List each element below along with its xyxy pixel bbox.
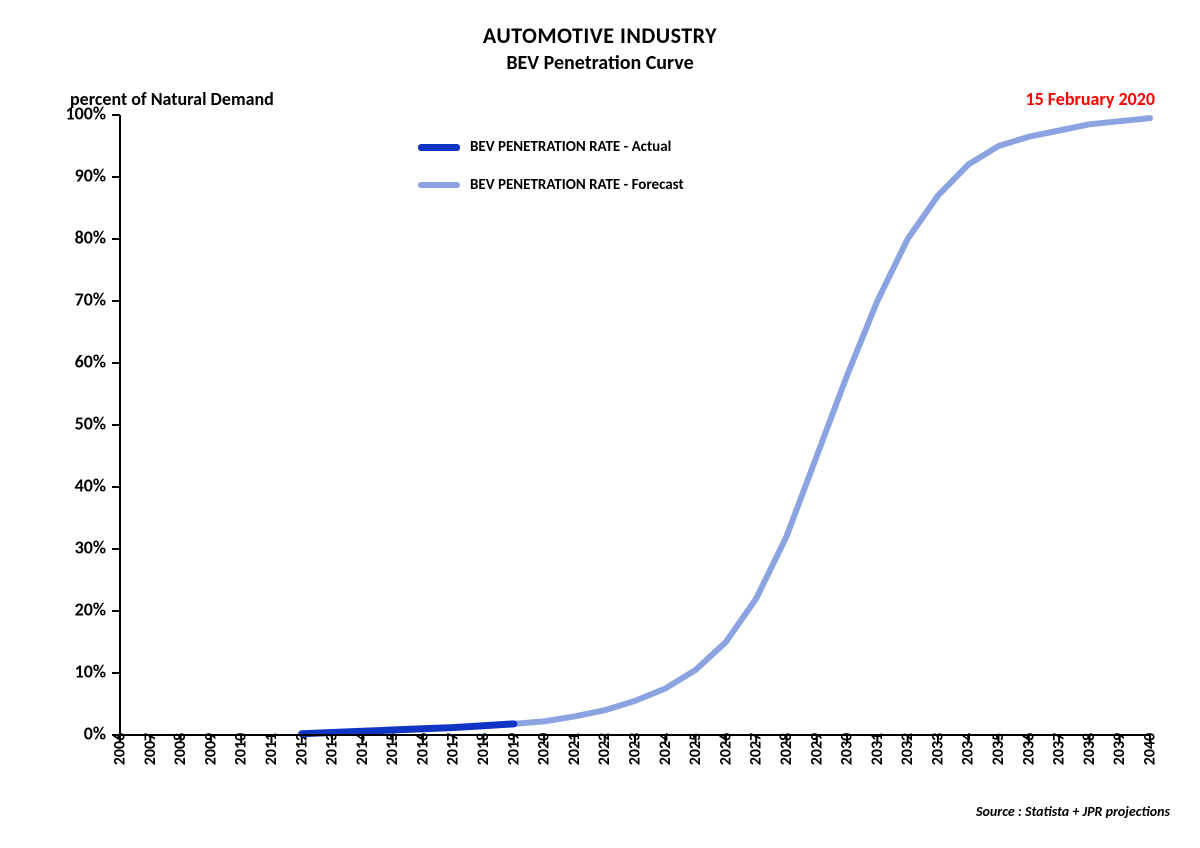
svg-text:2025: 2025 bbox=[686, 733, 705, 765]
svg-text:100%: 100% bbox=[66, 105, 107, 124]
svg-text:2013: 2013 bbox=[323, 733, 342, 765]
legend-swatch-actual bbox=[418, 144, 460, 151]
svg-text:2010: 2010 bbox=[232, 733, 251, 765]
svg-text:2037: 2037 bbox=[1050, 733, 1069, 765]
chart-title-sub: BEV Penetration Curve bbox=[0, 51, 1200, 75]
svg-text:2015: 2015 bbox=[383, 733, 402, 765]
svg-text:2036: 2036 bbox=[1019, 733, 1038, 765]
svg-text:2029: 2029 bbox=[807, 733, 826, 765]
svg-text:2020: 2020 bbox=[535, 733, 554, 765]
legend-item-actual: BEV PENETRATION RATE - Actual bbox=[418, 138, 684, 156]
svg-text:2012: 2012 bbox=[292, 733, 311, 765]
svg-text:2011: 2011 bbox=[262, 733, 281, 765]
svg-text:2019: 2019 bbox=[504, 733, 523, 765]
page-root: AUTOMOTIVE INDUSTRY BEV Penetration Curv… bbox=[0, 0, 1200, 848]
svg-text:80%: 80% bbox=[75, 226, 106, 248]
svg-text:2026: 2026 bbox=[716, 733, 735, 765]
svg-text:2039: 2039 bbox=[1110, 733, 1129, 765]
svg-text:2018: 2018 bbox=[474, 733, 493, 765]
svg-text:2017: 2017 bbox=[444, 733, 463, 765]
svg-text:2022: 2022 bbox=[595, 733, 614, 765]
legend-label-forecast: BEV PENETRATION RATE - Forecast bbox=[470, 176, 684, 194]
legend-item-forecast: BEV PENETRATION RATE - Forecast bbox=[418, 176, 684, 194]
svg-text:2028: 2028 bbox=[777, 733, 796, 765]
svg-text:90%: 90% bbox=[75, 164, 106, 186]
svg-text:2016: 2016 bbox=[413, 733, 432, 765]
title-block: AUTOMOTIVE INDUSTRY BEV Penetration Curv… bbox=[0, 22, 1200, 75]
svg-text:2008: 2008 bbox=[171, 733, 190, 765]
svg-text:0%: 0% bbox=[84, 722, 106, 744]
legend-label-actual: BEV PENETRATION RATE - Actual bbox=[470, 138, 671, 156]
svg-text:20%: 20% bbox=[75, 598, 106, 620]
svg-text:2040: 2040 bbox=[1141, 733, 1160, 765]
chart-title-main: AUTOMOTIVE INDUSTRY bbox=[0, 22, 1200, 49]
svg-text:2033: 2033 bbox=[928, 733, 947, 765]
svg-text:70%: 70% bbox=[75, 288, 106, 310]
svg-text:2038: 2038 bbox=[1080, 733, 1099, 765]
svg-text:2030: 2030 bbox=[838, 733, 857, 765]
svg-text:2006: 2006 bbox=[111, 733, 130, 765]
chart-source-label: Source : Statista + JPR projections bbox=[976, 803, 1170, 820]
svg-text:2014: 2014 bbox=[353, 733, 372, 765]
svg-text:2034: 2034 bbox=[959, 733, 978, 765]
svg-text:2027: 2027 bbox=[747, 733, 766, 765]
svg-text:50%: 50% bbox=[75, 412, 106, 434]
legend-swatch-forecast bbox=[418, 182, 460, 188]
svg-text:2035: 2035 bbox=[989, 733, 1008, 765]
svg-text:2021: 2021 bbox=[565, 733, 584, 765]
svg-text:2032: 2032 bbox=[898, 733, 917, 765]
svg-text:2007: 2007 bbox=[141, 733, 160, 765]
chart-legend: BEV PENETRATION RATE - Actual BEV PENETRA… bbox=[418, 138, 684, 214]
svg-text:60%: 60% bbox=[75, 350, 106, 372]
svg-text:2023: 2023 bbox=[626, 733, 645, 765]
svg-text:40%: 40% bbox=[75, 474, 106, 496]
svg-text:10%: 10% bbox=[75, 660, 106, 682]
svg-text:30%: 30% bbox=[75, 536, 106, 558]
svg-text:2031: 2031 bbox=[868, 733, 887, 765]
svg-text:2009: 2009 bbox=[201, 733, 220, 765]
svg-text:2024: 2024 bbox=[656, 733, 675, 765]
